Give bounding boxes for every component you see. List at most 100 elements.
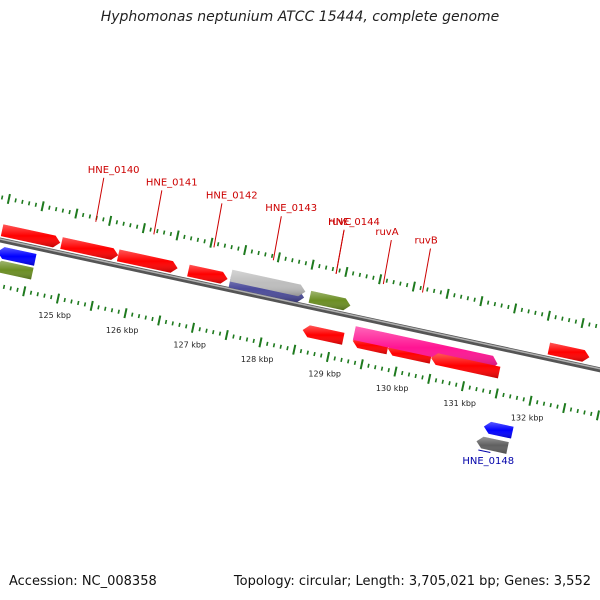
gene-arrow-hne_0141-shade [116,249,178,273]
inner-tick [475,386,478,392]
outer-tick [183,234,186,240]
outer-tick [122,221,125,226]
outer-tick [156,228,159,234]
inner-tick [460,381,466,392]
kbp-label-127: 127 kbp [173,340,206,349]
inner-tick [266,341,269,346]
inner-tick [63,297,66,303]
kbp-label-131: 131 kbp [443,399,476,408]
inner-tick [515,395,519,400]
inner-tick [482,388,485,393]
gene-arrow-unlabeled-13-shade [0,247,37,266]
gene-arrow-unlabeled-14-shade [0,260,34,280]
gene-arrow-unlabeled-4-shade [229,269,306,297]
outer-tick [68,209,71,215]
outer-tick [40,201,45,212]
scale-labels: 125 kbp 126 kbp 127 kbp 128 kbp 129 kbp 130 k… [38,311,543,422]
inner-tick [407,372,411,377]
inner-tick [421,375,424,380]
outer-tick [141,223,146,234]
inner-tick [151,316,154,322]
outer-tick [432,288,436,294]
inner-tick [178,322,181,327]
gene-label-hne_0140: HNE_0140 [88,165,140,176]
inner-tick [562,402,567,414]
leader-line [478,449,491,453]
inner-tick [320,353,323,358]
gene-label-hne_0143: HNE_0143 [265,203,317,214]
outer-tick [304,261,308,266]
outer-tick [250,249,254,254]
inner-tick [252,338,255,344]
inner-tick [583,410,586,415]
outer-tick [392,280,395,285]
inner-tick [185,324,188,329]
gene-label-ruvc: ruvC [328,217,351,228]
outer-tick [500,303,503,308]
outer-tick [135,224,139,229]
outer-tick [203,239,206,244]
outer-tick [54,207,58,212]
kbp-label-126: 126 kbp [106,326,139,335]
outer-tick [264,252,267,257]
outer-tick [270,253,274,259]
inner-tick [232,334,235,339]
outer-tick [216,242,220,247]
outer-tick [459,294,463,299]
inner-tick [89,300,94,311]
inner-tick [36,292,39,297]
inner-tick [77,300,80,306]
gene-label-ruvb: ruvB [414,236,437,247]
gene-label-hne_0141: HNE_0141 [146,177,198,188]
outer-tick [426,287,429,292]
backbone-highlight [0,238,600,370]
inner-tick [455,382,458,387]
inner-tick [218,331,222,336]
outer-tick [399,281,402,286]
leader-line [213,203,223,248]
outer-tick [81,212,85,218]
outer-tick [338,268,341,273]
outer-tick [74,208,79,219]
outer-tick [493,301,497,307]
outer-tick [27,201,31,206]
outer-tick [189,236,193,241]
outer-tick [209,237,214,248]
outer-tick [561,316,564,321]
inner-tick [306,350,309,355]
inner-tick [9,286,12,291]
leader-line [335,229,345,274]
outer-tick [175,230,180,241]
outer-tick [115,220,119,225]
outer-tick [196,237,200,242]
inner-tick [595,410,600,421]
gene-label-hne_0144: HNE_0144 [328,217,380,228]
accession-text: Accession: NC_008358 [9,574,157,589]
outer-tick [546,310,551,321]
inner-tick [542,401,546,406]
outer-tick [237,246,240,251]
outer-tick [223,243,227,248]
outer-tick [88,214,92,219]
genome-summary-text: Topology: circular; Length: 3,705,021 bp… [233,574,591,589]
gene-features [0,224,590,454]
gene-arrow-unlabeled-15-shade [483,421,514,439]
outer-tick [230,245,233,250]
inner-tick [29,290,33,295]
inner-tick [22,286,27,297]
inner-tick [590,411,593,417]
inner-tick [549,403,552,408]
inner-tick [2,284,6,290]
outer-tick [129,223,132,228]
inner-tick [569,407,573,412]
gene-label-ruva: ruvA [375,227,398,238]
inner-tick [488,389,492,395]
inner-tick [427,373,432,384]
inner-tick [258,337,263,348]
outer-tick [479,296,484,307]
gene-arrow-unlabeled-10-shade [431,353,501,379]
inner-tick [286,346,289,351]
outer-tick [243,244,248,256]
outer-tick [6,193,11,205]
